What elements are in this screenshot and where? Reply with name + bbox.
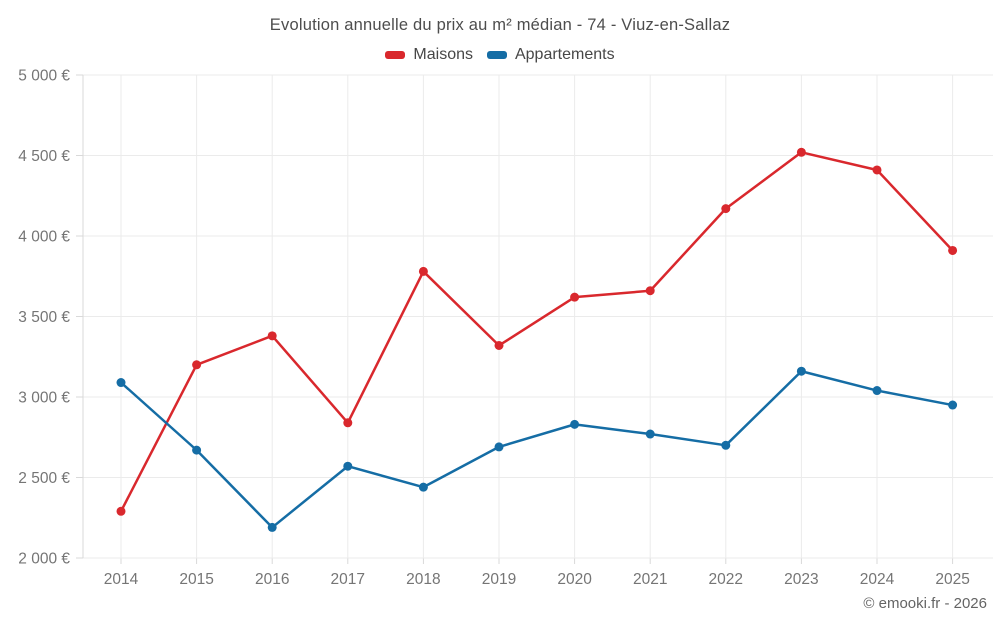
data-point-maisons-2016[interactable] (267, 331, 277, 341)
legend-item-appartements[interactable]: Appartements (486, 46, 615, 64)
x-axis-label: 2023 (784, 571, 818, 588)
chart-title: Evolution annuelle du prix au m² médian … (269, 16, 731, 34)
y-axis-label: 4 500 € (18, 148, 70, 165)
copyright-credit: © emooki.fr - 2026 (863, 595, 987, 612)
x-axis-label: 2025 (935, 571, 969, 588)
x-axis-label: 2022 (709, 571, 743, 588)
data-point-appartements-2016[interactable] (267, 522, 277, 532)
data-point-maisons-2017[interactable] (343, 418, 353, 428)
data-point-appartements-2022[interactable] (721, 440, 731, 450)
data-point-maisons-2015[interactable] (192, 360, 202, 370)
x-axis-label: 2024 (860, 571, 895, 588)
data-point-appartements-2017[interactable] (343, 461, 353, 471)
x-axis-label: 2019 (482, 571, 516, 588)
y-axis-label: 4 000 € (18, 229, 70, 246)
series-line-maisons (119, 151, 954, 513)
legend-swatch-appartements (486, 51, 507, 59)
data-point-maisons-2020[interactable] (570, 292, 580, 302)
data-point-maisons-2024[interactable] (872, 165, 882, 175)
data-point-maisons-2018[interactable] (418, 266, 428, 276)
data-point-maisons-2023[interactable] (796, 147, 806, 157)
data-point-appartements-2014[interactable] (116, 378, 126, 388)
legend-label-maisons: Maisons (413, 46, 473, 63)
y-axis-label: 2 500 € (18, 470, 70, 487)
x-axis-label: 2020 (557, 571, 592, 588)
data-point-appartements-2020[interactable] (570, 419, 580, 429)
x-axis-label: 2018 (406, 571, 440, 588)
data-point-maisons-2022[interactable] (721, 204, 731, 214)
data-point-appartements-2021[interactable] (645, 429, 655, 439)
y-axis-label: 3 000 € (18, 390, 70, 407)
x-axis-label: 2016 (255, 571, 289, 588)
data-point-appartements-2024[interactable] (872, 386, 882, 396)
y-axis-label: 3 500 € (18, 309, 70, 326)
x-axis-label: 2015 (179, 571, 213, 588)
y-axis-label: 5 000 € (18, 68, 70, 85)
y-axis-label: 2 000 € (18, 551, 70, 568)
x-axis-label: 2017 (331, 571, 365, 588)
x-axis-label: 2021 (633, 571, 667, 588)
data-point-appartements-2019[interactable] (494, 442, 504, 452)
chart-legend: Maisons Appartements (0, 46, 1000, 64)
x-axis-label: 2014 (104, 571, 139, 588)
legend-swatch-maisons (385, 51, 406, 59)
data-point-appartements-2015[interactable] (192, 445, 202, 455)
data-point-appartements-2025[interactable] (948, 400, 958, 410)
data-point-appartements-2018[interactable] (418, 482, 428, 492)
data-point-maisons-2019[interactable] (494, 340, 504, 350)
data-point-maisons-2014[interactable] (116, 506, 126, 516)
series-line-appartements (119, 369, 954, 529)
data-point-appartements-2023[interactable] (796, 366, 806, 376)
legend-label-appartements: Appartements (514, 46, 615, 63)
legend-item-maisons[interactable]: Maisons (385, 46, 473, 64)
data-point-maisons-2021[interactable] (645, 286, 655, 296)
data-point-maisons-2025[interactable] (948, 245, 958, 255)
